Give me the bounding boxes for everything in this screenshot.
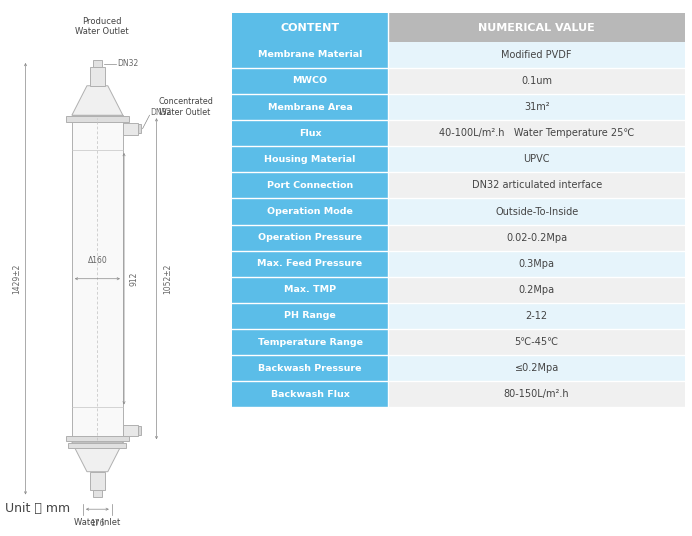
Bar xyxy=(388,120,685,146)
Bar xyxy=(90,472,105,490)
Text: Modified PVDF: Modified PVDF xyxy=(502,50,572,60)
Bar xyxy=(388,198,685,225)
Bar xyxy=(388,355,685,381)
Bar xyxy=(93,490,102,497)
Bar xyxy=(388,68,685,94)
Text: Housing Material: Housing Material xyxy=(264,155,356,164)
Bar xyxy=(232,13,388,42)
Text: Outside-To-Inside: Outside-To-Inside xyxy=(495,206,579,217)
Bar xyxy=(93,60,102,67)
Bar xyxy=(388,42,685,68)
Text: Operation Pressure: Operation Pressure xyxy=(258,233,362,242)
Text: PH Range: PH Range xyxy=(284,311,336,321)
Bar xyxy=(232,355,388,381)
Text: CONTENT: CONTENT xyxy=(280,23,340,33)
Text: 31m²: 31m² xyxy=(524,102,549,112)
Bar xyxy=(388,146,685,173)
Bar xyxy=(232,381,388,407)
Bar xyxy=(388,13,685,42)
Bar xyxy=(66,436,129,441)
Polygon shape xyxy=(72,86,123,115)
Text: 0.3Mpa: 0.3Mpa xyxy=(518,259,554,269)
Bar xyxy=(90,67,105,86)
Bar xyxy=(69,443,127,448)
Text: 40-100L/m².h   Water Temperature 25℃: 40-100L/m².h Water Temperature 25℃ xyxy=(439,128,635,138)
Text: Flux: Flux xyxy=(299,129,321,138)
Bar xyxy=(388,251,685,277)
Bar xyxy=(388,94,685,120)
Text: Port Connection: Port Connection xyxy=(267,181,353,190)
Bar xyxy=(232,198,388,225)
Bar xyxy=(388,277,685,303)
Text: Max. TMP: Max. TMP xyxy=(284,285,336,294)
Text: 912: 912 xyxy=(130,272,139,286)
Text: 1052±2: 1052±2 xyxy=(163,264,172,294)
Bar xyxy=(232,277,388,303)
Text: 80-150L/m².h: 80-150L/m².h xyxy=(504,389,570,399)
Text: 0.1um: 0.1um xyxy=(521,76,552,86)
Bar xyxy=(138,426,141,435)
Bar xyxy=(123,123,138,135)
Text: Membrane Material: Membrane Material xyxy=(258,50,362,59)
Text: ≤0.2Mpa: ≤0.2Mpa xyxy=(515,363,558,373)
Bar xyxy=(388,173,685,198)
Bar xyxy=(232,329,388,355)
Text: 2-12: 2-12 xyxy=(526,311,547,321)
Bar xyxy=(388,225,685,251)
Text: Unit ： mm: Unit ： mm xyxy=(5,502,70,515)
Bar xyxy=(388,303,685,329)
Text: Produced
Water Outlet: Produced Water Outlet xyxy=(75,17,129,36)
Text: Backwash Flux: Backwash Flux xyxy=(271,390,349,399)
Bar xyxy=(72,115,123,442)
Bar xyxy=(66,116,129,122)
Bar xyxy=(123,425,138,436)
Bar xyxy=(232,94,388,120)
Bar xyxy=(388,381,685,407)
Bar xyxy=(232,225,388,251)
Text: Max. Feed Pressure: Max. Feed Pressure xyxy=(257,259,363,268)
Text: Concentrated
Water Outlet: Concentrated Water Outlet xyxy=(158,98,214,117)
Text: Δ160: Δ160 xyxy=(87,256,107,265)
Bar xyxy=(388,329,685,355)
Text: UPVC: UPVC xyxy=(523,154,550,164)
Text: DN32: DN32 xyxy=(151,108,172,117)
Text: 0.02-0.2Mpa: 0.02-0.2Mpa xyxy=(506,233,567,243)
Text: Membrane Area: Membrane Area xyxy=(268,102,352,111)
Bar xyxy=(232,251,388,277)
Text: 5℃-45℃: 5℃-45℃ xyxy=(515,337,558,347)
Text: NUMERICAL VALUE: NUMERICAL VALUE xyxy=(478,23,595,33)
Text: 1429±2: 1429±2 xyxy=(12,264,21,294)
Bar xyxy=(138,124,141,133)
Bar xyxy=(232,120,388,146)
Polygon shape xyxy=(72,442,123,472)
Text: 0.2Mpa: 0.2Mpa xyxy=(518,285,555,295)
Text: Backwash Pressure: Backwash Pressure xyxy=(258,364,362,373)
Bar xyxy=(232,42,388,68)
Text: Temperature Range: Temperature Range xyxy=(257,338,363,347)
Bar xyxy=(232,68,388,94)
Text: 176: 176 xyxy=(90,519,104,528)
Text: DN32: DN32 xyxy=(117,59,138,68)
Bar xyxy=(232,146,388,173)
Text: Operation Mode: Operation Mode xyxy=(267,207,353,216)
Text: MWCO: MWCO xyxy=(293,77,327,85)
Bar xyxy=(232,173,388,198)
Text: DN32 articulated interface: DN32 articulated interface xyxy=(471,181,602,190)
Bar xyxy=(232,303,388,329)
Text: Water Inlet: Water Inlet xyxy=(74,518,120,527)
